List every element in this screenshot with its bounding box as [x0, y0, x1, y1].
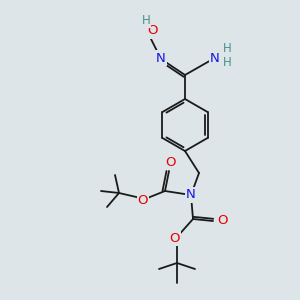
- Text: O: O: [138, 194, 148, 206]
- Text: O: O: [165, 155, 175, 169]
- Text: H: H: [223, 43, 231, 56]
- Text: H: H: [223, 56, 231, 70]
- Text: N: N: [210, 52, 220, 64]
- Text: N: N: [156, 52, 166, 64]
- Text: H: H: [142, 14, 150, 28]
- Text: O: O: [147, 25, 157, 38]
- Text: O: O: [170, 232, 180, 244]
- Text: N: N: [186, 188, 196, 202]
- Text: O: O: [217, 214, 227, 226]
